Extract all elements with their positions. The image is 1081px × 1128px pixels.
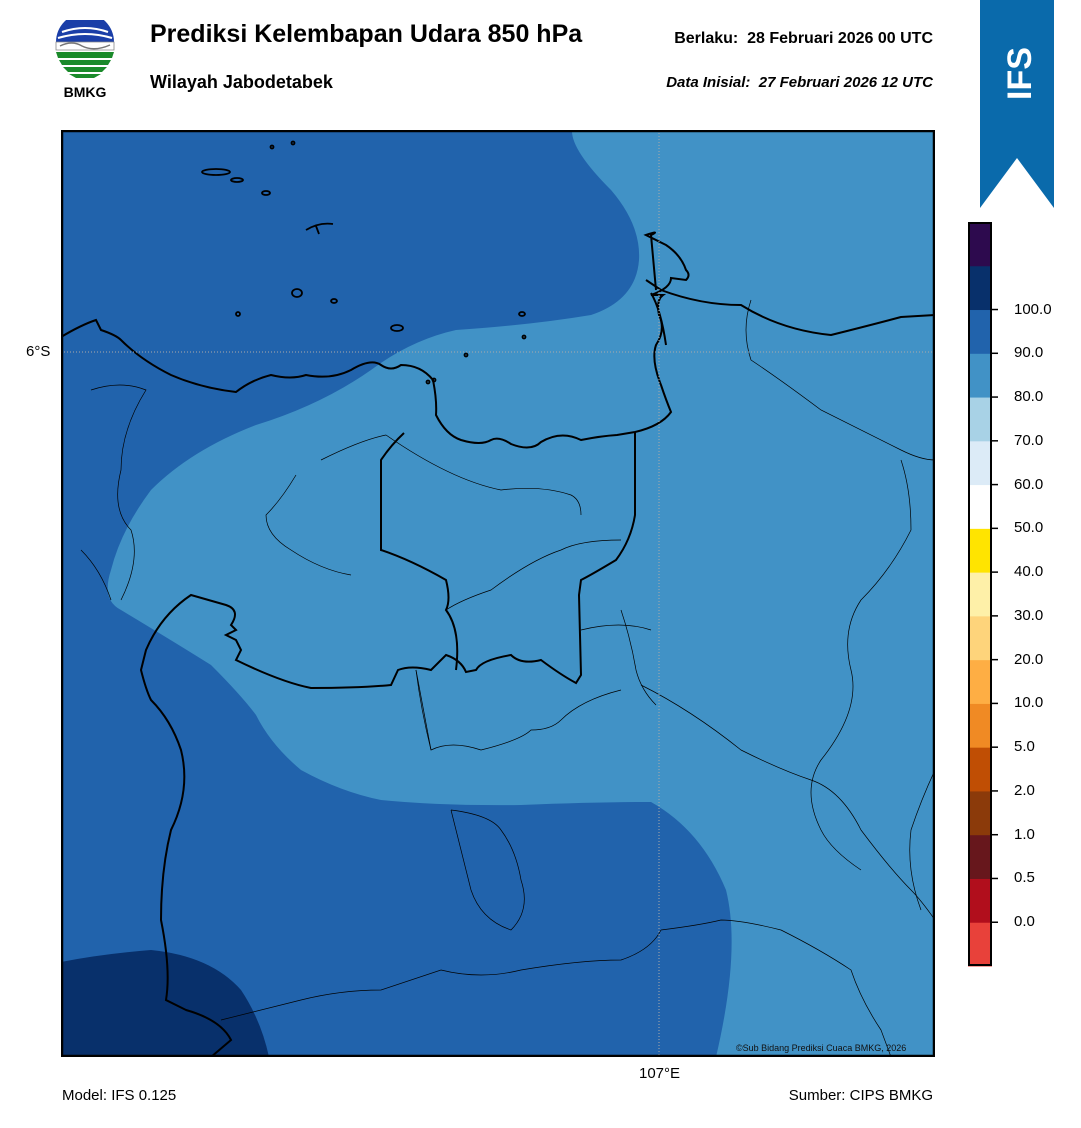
colorbar-bin — [968, 440, 992, 486]
colorbar-label: 0.0 — [1014, 913, 1035, 931]
humidity-zone-70-80 — [107, 130, 935, 806]
init-time: Data Inisial: 27 Februari 2026 12 UTC — [666, 74, 933, 91]
valid-value: 28 Februari 2026 00 UTC — [747, 30, 933, 47]
model-label: Model: IFS 0.125 — [62, 1087, 177, 1104]
lat-label-6s: 6°S — [26, 343, 51, 360]
colorbar-bin — [968, 572, 992, 617]
colorbar-label: 100.0 — [1014, 300, 1052, 318]
colorbar-bin — [968, 309, 992, 354]
colorbar — [968, 222, 998, 967]
colorbar-label: 90.0 — [1014, 344, 1044, 362]
colorbar-label: 5.0 — [1014, 738, 1035, 756]
colorbar-label: 50.0 — [1014, 519, 1044, 537]
colorbar-bin — [968, 922, 992, 967]
colorbar-label: 30.0 — [1014, 606, 1044, 624]
colorbar-bin — [968, 397, 992, 442]
colorbar-label: 20.0 — [1014, 650, 1044, 668]
colorbar-label: 40.0 — [1014, 563, 1044, 581]
colorbar-bin — [968, 265, 992, 311]
map-subtitle: Wilayah Jabodetabek — [150, 72, 333, 92]
colorbar-label: 1.0 — [1014, 825, 1035, 843]
lon-label-107e: 107°E — [639, 1065, 681, 1082]
source-label: Sumber: CIPS BMKG — [788, 1087, 933, 1104]
colorbar-bin — [968, 790, 992, 836]
ifs-badge-text: IFS — [1001, 47, 1039, 100]
colorbar-bin — [968, 659, 992, 704]
colorbar-label: 2.0 — [1014, 781, 1035, 799]
bmkg-logo-icon — [55, 20, 115, 78]
colorbar-label: 10.0 — [1014, 694, 1044, 712]
logo-text: BMKG — [63, 84, 107, 100]
colorbar-bin — [968, 222, 992, 267]
colorbar-bin — [968, 484, 992, 529]
colorbar-label: 0.5 — [1014, 869, 1035, 887]
colorbar-bin — [968, 353, 992, 398]
islands — [201, 140, 527, 385]
colorbar-bin — [968, 615, 992, 661]
init-value: 27 Februari 2026 12 UTC — [758, 74, 933, 91]
colorbar-label: 80.0 — [1014, 388, 1044, 406]
valid-time: Berlaku: 28 Februari 2026 00 UTC — [674, 30, 933, 48]
coastline — [61, 231, 935, 1057]
colorbar-label: 70.0 — [1014, 431, 1044, 449]
colorbar-bin — [968, 703, 992, 748]
valid-label: Berlaku: — [674, 30, 739, 47]
init-label: Data Inisial: — [666, 74, 751, 91]
map-credit: ©Sub Bidang Prediksi Cuaca BMKG, 2026 — [736, 1043, 907, 1053]
humidity-map — [61, 130, 935, 1057]
colorbar-label: 60.0 — [1014, 475, 1044, 493]
humidity-zone-90-100 — [61, 950, 269, 1057]
map-title: Prediksi Kelembapan Udara 850 hPa — [150, 20, 583, 48]
map-frame — [61, 130, 935, 1057]
ifs-badge: IFS — [980, 0, 1054, 208]
colorbar-frame — [968, 222, 992, 966]
humidity-zone-70-80-lower — [651, 802, 935, 1057]
district-boundaries — [80, 299, 935, 1057]
colorbar-bin — [968, 747, 992, 792]
colorbar-bin — [968, 528, 992, 573]
colorbar-bin — [968, 834, 992, 879]
colorbar-bin — [968, 878, 992, 923]
